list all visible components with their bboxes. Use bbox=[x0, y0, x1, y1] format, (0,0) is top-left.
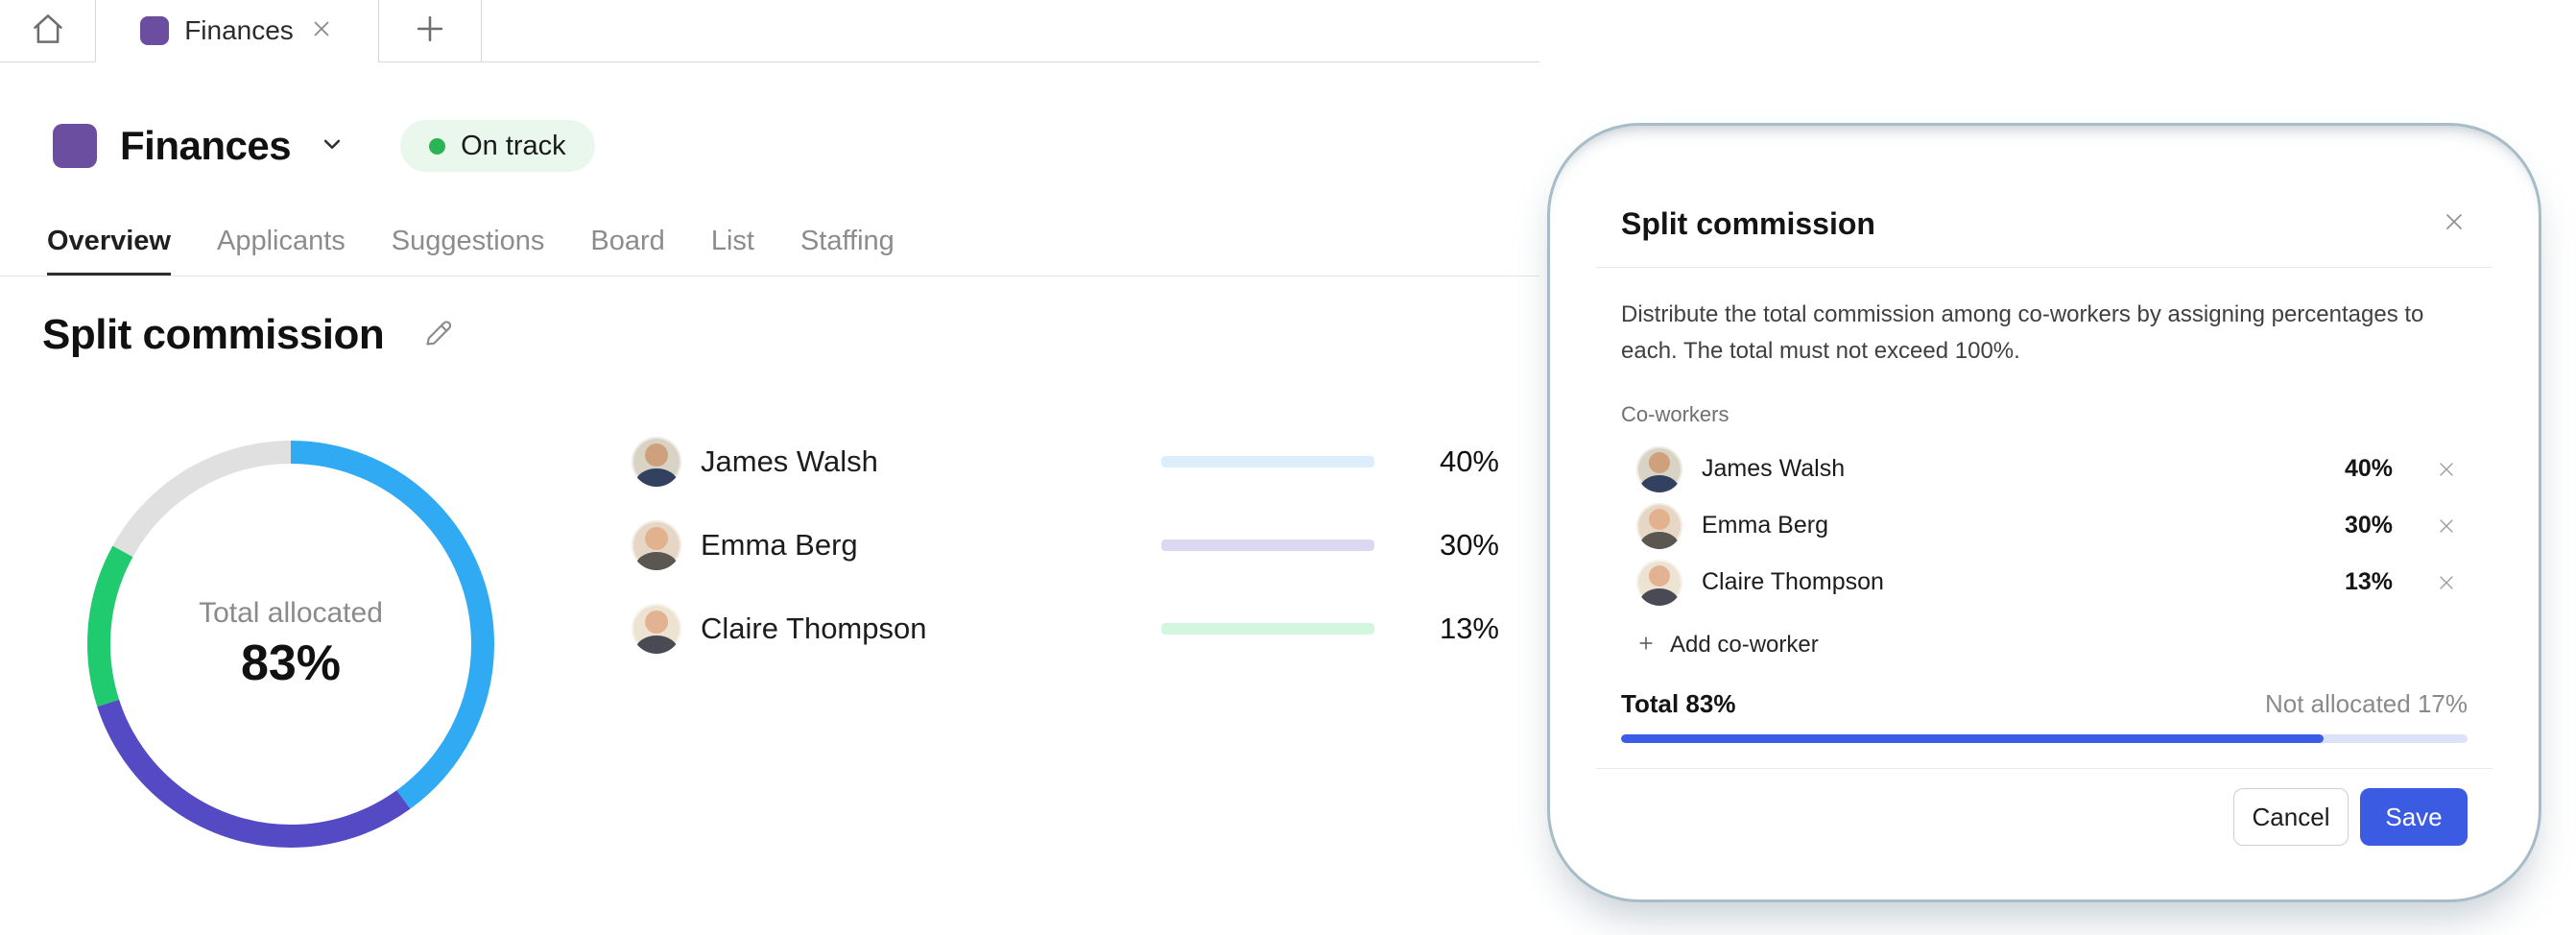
total-label: Total 83% bbox=[1621, 689, 1736, 718]
tab-overview[interactable]: Overview bbox=[47, 226, 171, 276]
split-commission-dialog: Split commission Distribute the total co… bbox=[1547, 123, 2541, 902]
project-header: Finances On track bbox=[53, 120, 2576, 172]
new-tab-button[interactable] bbox=[379, 0, 482, 61]
status-badge[interactable]: On track bbox=[400, 120, 595, 172]
dialog-coworker-row: Emma Berg 30% bbox=[1621, 497, 2468, 554]
status-label: On track bbox=[461, 130, 566, 161]
section-header: Split commission bbox=[42, 311, 2576, 359]
donut-center-text: Total allocated 83% bbox=[84, 438, 497, 851]
dialog-header: Split commission bbox=[1621, 126, 2468, 242]
tab-suggestions[interactable]: Suggestions bbox=[391, 226, 545, 256]
edit-pencil-icon[interactable] bbox=[420, 316, 455, 355]
plus-icon bbox=[412, 11, 448, 52]
donut-center-value: 83% bbox=[240, 635, 342, 691]
avatar bbox=[632, 604, 681, 654]
remove-coworker-icon[interactable] bbox=[2435, 458, 2458, 481]
divider bbox=[1596, 768, 2493, 769]
tab-staffing[interactable]: Staffing bbox=[799, 226, 894, 256]
coworker-percent-value[interactable]: 30% bbox=[2344, 512, 2393, 539]
avatar bbox=[632, 437, 681, 487]
save-button[interactable]: Save bbox=[2360, 788, 2468, 846]
avatar bbox=[1636, 559, 1682, 606]
coworker-progress-track bbox=[1161, 456, 1374, 468]
tab-list[interactable]: List bbox=[710, 226, 754, 256]
tab-applicants[interactable]: Applicants bbox=[216, 226, 346, 256]
dialog-coworker-list: James Walsh 40% Emma Berg 30% Claire Tho… bbox=[1621, 441, 2468, 611]
coworker-name: Claire Thompson bbox=[1702, 568, 1884, 595]
section-title: Split commission bbox=[42, 311, 385, 358]
coworker-percent: 40% bbox=[1439, 444, 1499, 478]
coworker-name: James Walsh bbox=[1702, 455, 1846, 482]
plus-icon bbox=[1636, 634, 1656, 658]
avatar bbox=[1636, 445, 1682, 492]
coworker-row: Claire Thompson 13% bbox=[632, 604, 1499, 654]
coworker-row: James Walsh 40% bbox=[632, 437, 1499, 487]
status-dot-icon bbox=[429, 137, 446, 155]
close-tab-icon[interactable] bbox=[309, 16, 334, 46]
remove-coworker-icon[interactable] bbox=[2435, 515, 2458, 538]
dialog-title: Split commission bbox=[1621, 206, 1875, 241]
tab-board[interactable]: Board bbox=[590, 226, 665, 256]
window-tab-bar: Finances bbox=[0, 0, 1539, 62]
avatar bbox=[632, 520, 681, 570]
add-coworker-button[interactable]: Add co-worker bbox=[1621, 632, 2468, 659]
tab-finances-label: Finances bbox=[184, 15, 294, 45]
total-progress-fill bbox=[1621, 734, 2325, 743]
home-icon bbox=[30, 11, 66, 52]
coworker-progress-track bbox=[1161, 539, 1374, 551]
donut-center-label: Total allocated bbox=[199, 597, 383, 629]
divider bbox=[1596, 267, 2493, 268]
project-icon bbox=[53, 124, 97, 168]
coworker-name: Claire Thompson bbox=[701, 611, 927, 645]
avatar bbox=[1636, 502, 1682, 549]
coworker-percent-value[interactable]: 40% bbox=[2344, 455, 2393, 482]
coworker-percent: 13% bbox=[1439, 611, 1499, 645]
chevron-down-icon[interactable] bbox=[318, 130, 346, 163]
allocation-donut-chart: Total allocated 83% bbox=[84, 438, 497, 851]
project-nav-tabs: Overview Applicants Suggestions Board Li… bbox=[0, 226, 1539, 276]
tab-finances[interactable]: Finances bbox=[96, 0, 379, 62]
coworker-row: Emma Berg 30% bbox=[632, 520, 1499, 570]
remove-coworker-icon[interactable] bbox=[2435, 571, 2458, 594]
total-progress-track bbox=[1621, 734, 2468, 743]
coworker-list: James Walsh 40% Emma Berg 30% Claire Tho… bbox=[632, 437, 1499, 654]
dialog-coworker-row: Claire Thompson 13% bbox=[1621, 554, 2468, 611]
dialog-coworker-row: James Walsh 40% bbox=[1621, 441, 2468, 497]
coworker-name: Emma Berg bbox=[701, 528, 858, 562]
donut-svg bbox=[87, 441, 494, 848]
dialog-description: Distribute the total commission among co… bbox=[1621, 301, 2424, 364]
home-tab[interactable] bbox=[0, 0, 96, 61]
dialog-close-icon[interactable] bbox=[2441, 208, 2468, 240]
coworker-progress-track bbox=[1161, 623, 1374, 635]
page-title: Finances bbox=[120, 123, 292, 168]
coworker-name: Emma Berg bbox=[1702, 512, 1828, 539]
coworker-percent: 30% bbox=[1439, 528, 1499, 562]
coworker-name: James Walsh bbox=[701, 444, 878, 478]
total-row: Total 83% Not allocated 17% bbox=[1621, 689, 2468, 719]
dialog-footer: Cancel Save bbox=[1621, 788, 2468, 846]
cancel-button[interactable]: Cancel bbox=[2233, 788, 2349, 846]
not-allocated-label: Not allocated 17% bbox=[2264, 689, 2468, 718]
split-commission-widget: Total allocated 83% James Walsh 40% Emma… bbox=[0, 437, 2576, 851]
add-coworker-label: Add co-worker bbox=[1670, 632, 1819, 658]
coworker-percent-value[interactable]: 13% bbox=[2344, 568, 2393, 595]
coworkers-field-label: Co-workers bbox=[1621, 402, 1729, 426]
project-color-swatch bbox=[140, 16, 170, 45]
